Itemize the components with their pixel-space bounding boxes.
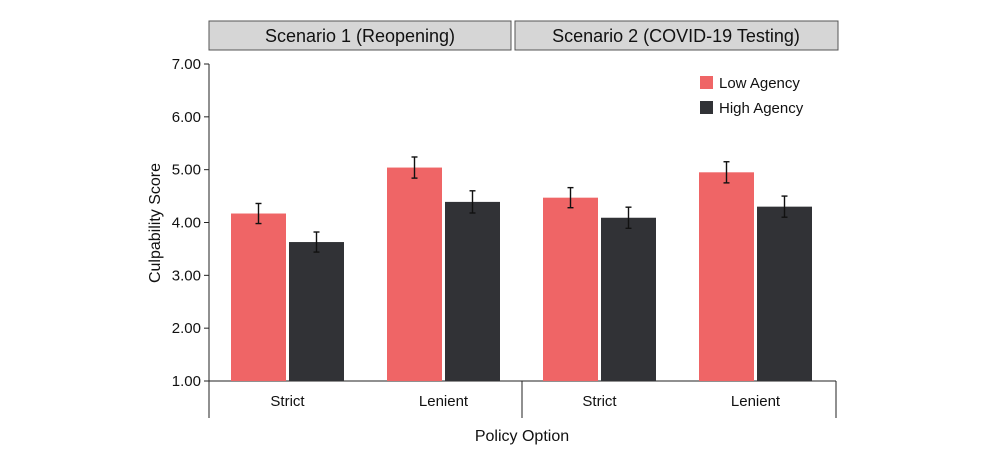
x-axis-category-labels: Strict Lenient Strict Lenient — [270, 393, 781, 410]
y-tick-label: 2.00 — [172, 320, 201, 337]
legend-swatch-low-agency — [700, 76, 713, 89]
bar-low-agency — [699, 172, 754, 381]
y-tick-label: 1.00 — [172, 373, 201, 390]
y-axis-title: Culpability Score — [147, 163, 164, 283]
bar-high-agency — [757, 206, 812, 381]
x-category-label: Strict — [270, 393, 305, 410]
panel-header-scenario-1 — [208, 20, 512, 51]
bar-high-agency — [601, 217, 656, 381]
bars — [231, 156, 812, 381]
y-tick-label: 3.00 — [172, 267, 201, 284]
legend: Low Agency High Agency — [700, 75, 804, 117]
x-axis-title: Policy Option — [475, 428, 569, 445]
y-tick-label: 6.00 — [172, 109, 201, 126]
bar-high-agency — [445, 201, 500, 381]
panel-title-scenario-1: Scenario 1 (Reopening) — [265, 26, 455, 46]
x-axis: Strict Lenient Strict Lenient Policy Option — [208, 380, 837, 445]
x-category-label: Lenient — [419, 393, 469, 410]
legend-label-low-agency: Low Agency — [719, 75, 800, 92]
bar-low-agency — [387, 167, 442, 381]
panel-headers: Scenario 1 (Reopening) Scenario 2 (COVID… — [208, 20, 839, 51]
legend-label-high-agency: High Agency — [719, 100, 804, 117]
y-axis-ticks: 1.00 2.00 3.00 4.00 5.00 6.00 7.00 — [172, 56, 209, 390]
bar-high-agency — [289, 242, 344, 381]
bar-low-agency — [231, 213, 286, 381]
legend-swatch-high-agency — [700, 101, 713, 114]
panel-header-scenario-2 — [514, 20, 839, 51]
y-tick-label: 4.00 — [172, 215, 201, 232]
x-category-label: Lenient — [731, 393, 781, 410]
panel-title-scenario-2: Scenario 2 (COVID-19 Testing) — [552, 26, 800, 46]
bar-low-agency — [543, 197, 598, 381]
x-category-label: Strict — [582, 393, 617, 410]
y-tick-label: 7.00 — [172, 56, 201, 73]
y-axis: 1.00 2.00 3.00 4.00 5.00 6.00 7.00 Culpability… — [147, 56, 210, 390]
y-tick-label: 5.00 — [172, 162, 201, 179]
